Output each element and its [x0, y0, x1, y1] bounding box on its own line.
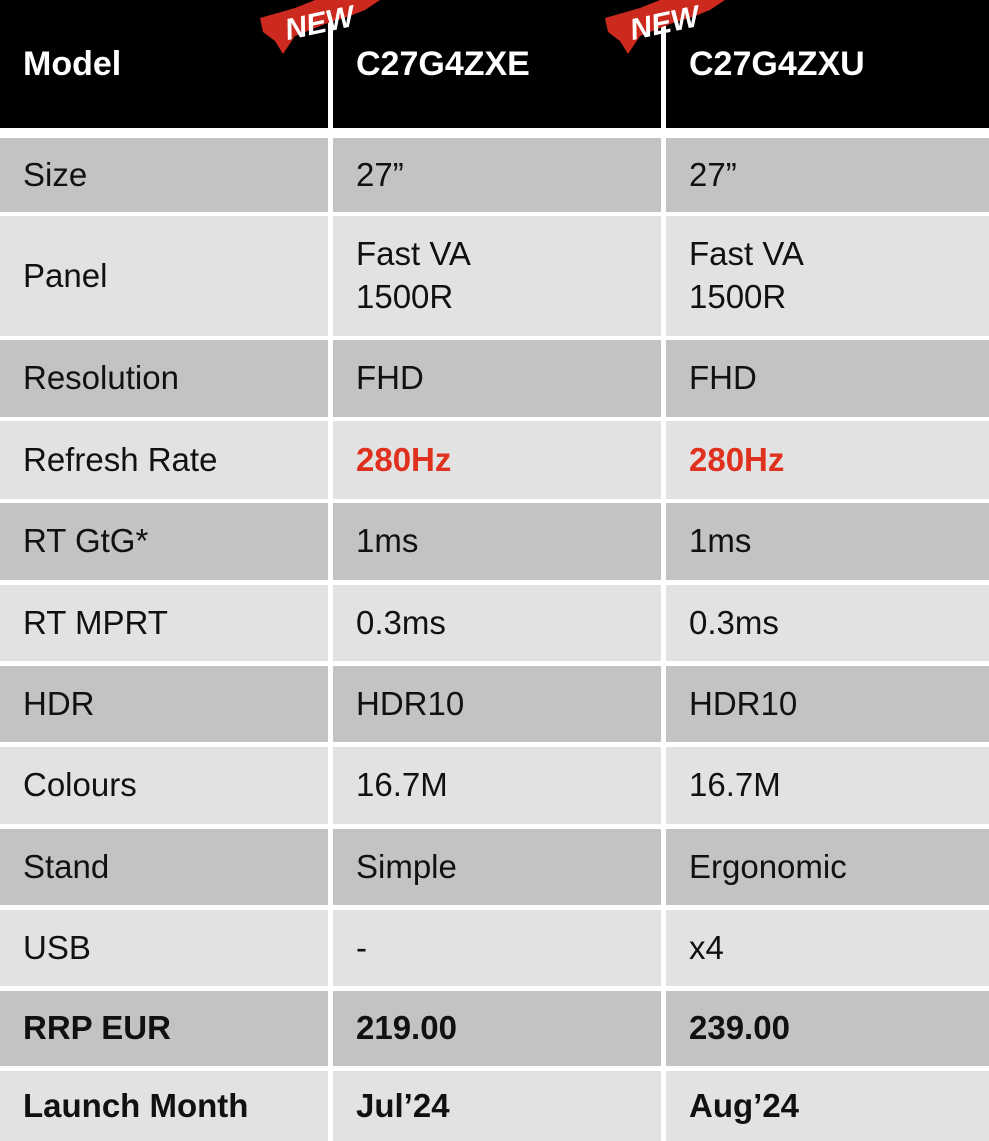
row-value: Aug’24 — [666, 1071, 989, 1141]
row-value: 280Hz — [333, 421, 661, 499]
row-label: USB — [0, 910, 328, 986]
svg-text:NEW: NEW — [627, 0, 705, 47]
row-value: Jul’24 — [333, 1071, 661, 1141]
row-label: Stand — [0, 829, 328, 905]
row-value: 0.3ms — [666, 585, 989, 661]
row-value: HDR10 — [666, 666, 989, 742]
row-label: RT MPRT — [0, 585, 328, 661]
row-value: FHD — [666, 340, 989, 417]
row-value: 16.7M — [666, 747, 989, 824]
row-value: Simple — [333, 829, 661, 905]
row-label: Colours — [0, 747, 328, 824]
row-value: - — [333, 910, 661, 986]
row-value: 280Hz — [666, 421, 989, 499]
row-value: x4 — [666, 910, 989, 986]
row-value: 219.00 — [333, 991, 661, 1066]
row-value: 27” — [333, 138, 661, 212]
row-value: 16.7M — [333, 747, 661, 824]
new-badge-icon: NEW — [260, 0, 380, 54]
row-value: Fast VA 1500R — [333, 216, 661, 336]
row-label: HDR — [0, 666, 328, 742]
svg-text:NEW: NEW — [282, 0, 360, 47]
header-model-1: C27G4ZXE — [333, 0, 661, 128]
row-label: Size — [0, 138, 328, 212]
row-value: 1ms — [666, 503, 989, 580]
row-value: Ergonomic — [666, 829, 989, 905]
row-label: Launch Month — [0, 1071, 328, 1141]
row-label: Panel — [0, 216, 328, 336]
header-model-2: C27G4ZXU — [666, 0, 989, 128]
row-label: RRP EUR — [0, 991, 328, 1066]
row-label: Refresh Rate — [0, 421, 328, 499]
new-badge-icon: NEW — [605, 0, 725, 54]
row-value: HDR10 — [333, 666, 661, 742]
row-value: Fast VA 1500R — [666, 216, 989, 336]
row-label: RT GtG* — [0, 503, 328, 580]
row-value: FHD — [333, 340, 661, 417]
row-value: 27” — [666, 138, 989, 212]
row-value: 239.00 — [666, 991, 989, 1066]
row-value: 1ms — [333, 503, 661, 580]
row-label: Resolution — [0, 340, 328, 417]
row-value: 0.3ms — [333, 585, 661, 661]
